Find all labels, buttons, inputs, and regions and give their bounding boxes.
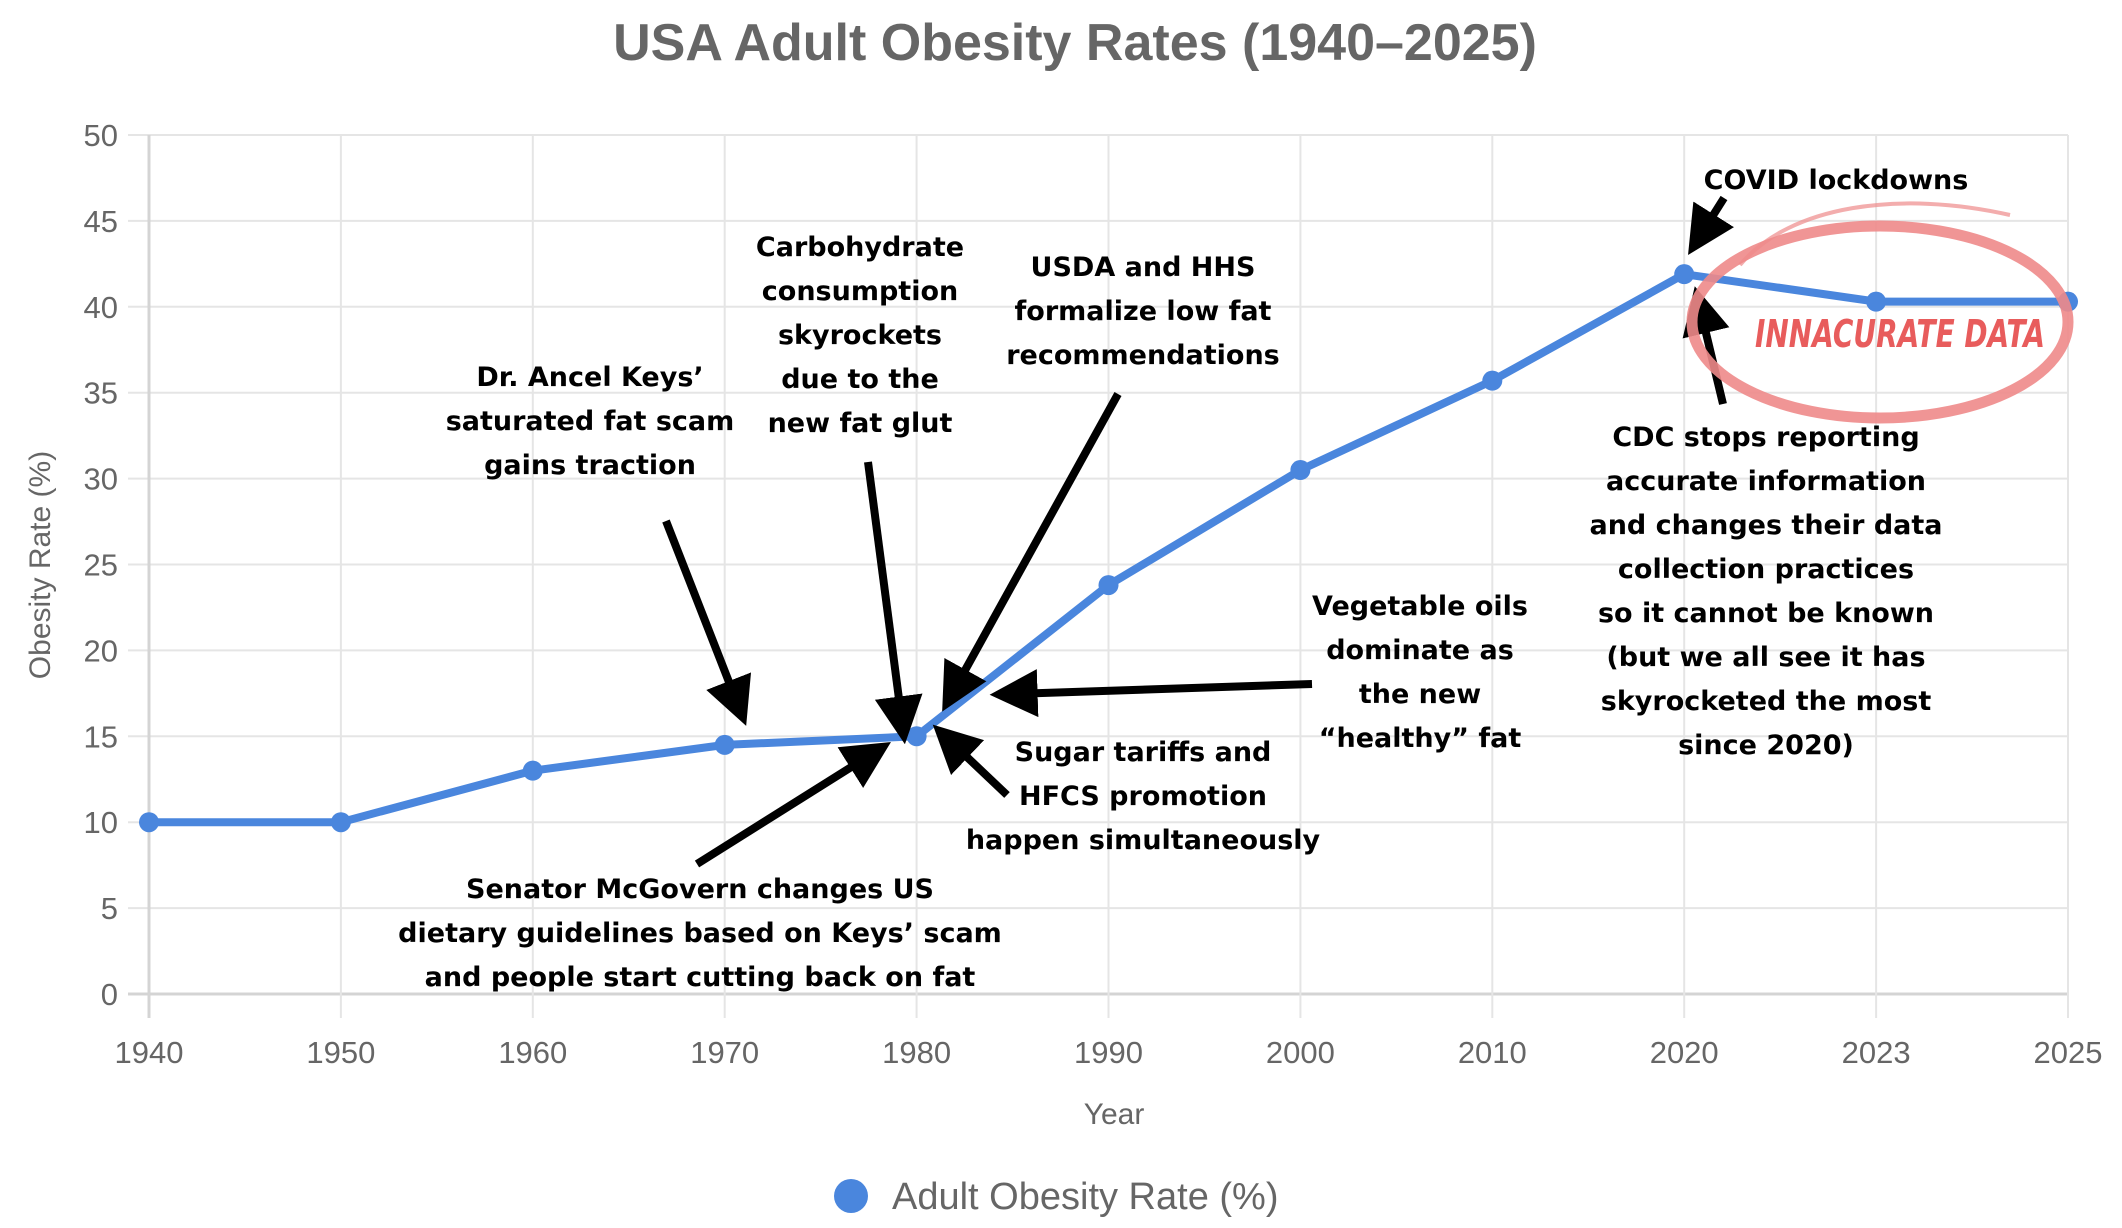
annotation-line: the new (1359, 679, 1481, 710)
x-tick-label: 1960 (498, 1035, 567, 1070)
annotation-line: consumption (762, 276, 958, 307)
annotation-line: recommendations (1006, 340, 1280, 371)
annotation-line: COVID lockdowns (1704, 165, 1969, 196)
annotation-line: “healthy” fat (1319, 723, 1522, 754)
annotation-line: HFCS promotion (1019, 781, 1267, 812)
x-axis-ticks: 1940 1950 1960 1970 1980 1990 2000 2010 2020 2023… (115, 1035, 2103, 1070)
arrow-sugar (932, 724, 1010, 798)
annotation-carbs: Carbohydrate consumption skyrockets due to … (756, 232, 964, 439)
annotation-sugar: Sugar tariffs and HFCS promotion happen si… (966, 737, 1321, 856)
arrow-vegoils (989, 669, 1313, 718)
annotation-line: dietary guidelines based on Keys’ scam (398, 918, 1002, 949)
annotation-usda: USDA and HHS formalize low fat recommendat… (1006, 252, 1280, 371)
inaccurate-data-label: INNACURATE DATA (1755, 312, 2045, 356)
y-axis-ticks: 0 5 10 15 20 25 30 35 40 45 50 (84, 118, 118, 1012)
y-tick-label: 5 (101, 891, 118, 926)
x-tick-label: 2023 (1842, 1035, 1911, 1070)
y-tick-label: 35 (84, 376, 118, 411)
annotation-line: Carbohydrate (756, 232, 964, 263)
chart-title: USA Adult Obesity Rates (1940–2025) (613, 14, 1537, 72)
annotation-line: since 2020) (1678, 730, 1854, 761)
x-tick-label: 1990 (1074, 1035, 1143, 1070)
y-tick-label: 20 (84, 633, 118, 668)
x-axis-label: Year (1084, 1098, 1145, 1131)
arrow-cdc (1682, 286, 1730, 405)
data-point-1960[interactable] (522, 760, 543, 781)
annotation-arrows (662, 195, 1734, 868)
arrow-usda (942, 392, 1122, 712)
highlight-ellipse (1686, 220, 2074, 424)
data-point-1990[interactable] (1098, 575, 1119, 596)
annotation-line: skyrockets (778, 320, 942, 351)
annotation-line: Senator McGovern changes US (466, 874, 934, 905)
data-point-2023[interactable] (1866, 291, 1887, 312)
annotation-line: new fat glut (768, 408, 953, 439)
y-tick-label: 50 (84, 118, 118, 153)
x-tick-label: 1950 (306, 1035, 375, 1070)
annotation-line: Dr. Ancel Keys’ (476, 362, 703, 393)
data-point-1950[interactable] (330, 812, 351, 833)
y-axis-label: Obesity Rate (%) (24, 451, 57, 679)
annotation-line: due to the (781, 364, 939, 395)
annotation-line: accurate information (1606, 466, 1926, 497)
arrow-covid (1688, 195, 1734, 255)
annotation-mcgovern: Senator McGovern changes US dietary guide… (398, 874, 1002, 993)
annotation-line: Vegetable oils (1312, 591, 1528, 622)
x-tick-label: 2025 (2034, 1035, 2103, 1070)
annotation-line: Sugar tariffs and (1015, 737, 1272, 768)
y-tick-label: 15 (84, 719, 118, 754)
annotation-covid: COVID lockdowns (1704, 165, 1969, 196)
y-tick-label: 45 (84, 204, 118, 239)
x-tick-label: 2000 (1266, 1035, 1335, 1070)
annotation-line: CDC stops reporting (1612, 422, 1919, 453)
legend-marker[interactable] (834, 1179, 868, 1213)
data-point-1980[interactable] (906, 726, 927, 747)
annotation-line: so it cannot be known (1598, 598, 1934, 629)
highlight-ellipse-stroke-tail (1738, 201, 2011, 267)
x-tick-label: 1970 (690, 1035, 759, 1070)
y-tick-label: 30 (84, 462, 118, 497)
annotation-vegoils: Vegetable oils dominate as the new “healthy… (1312, 591, 1528, 754)
annotation-line: dominate as (1326, 635, 1514, 666)
y-tick-label: 40 (84, 290, 118, 325)
annotation-line: and changes their data (1589, 510, 1942, 541)
legend[interactable]: Adult Obesity Rate (%) (834, 1176, 1278, 1218)
annotation-line: saturated fat scam (446, 406, 735, 437)
data-point-2010[interactable] (1482, 370, 1503, 391)
annotation-line: happen simultaneously (966, 825, 1321, 856)
gridlines (128, 134, 2069, 1018)
inaccurate-data-highlight: INNACURATE DATA (1686, 201, 2074, 424)
y-tick-label: 10 (84, 805, 118, 840)
data-point-2000[interactable] (1290, 460, 1311, 481)
annotation-line: (but we all see it has (1606, 642, 1925, 673)
annotation-keys: Dr. Ancel Keys’ saturated fat scam gains t… (446, 362, 735, 481)
y-tick-label: 25 (84, 548, 118, 583)
annotation-line: gains traction (484, 450, 696, 481)
data-point-1940[interactable] (139, 812, 159, 833)
annotation-line: and people start cutting back on fat (425, 962, 976, 993)
arrow-mcgovern (694, 742, 891, 868)
x-tick-label: 1940 (115, 1035, 184, 1070)
annotation-line: collection practices (1618, 554, 1914, 585)
data-point-2020[interactable] (1674, 264, 1695, 285)
legend-label[interactable]: Adult Obesity Rate (%) (892, 1176, 1278, 1218)
annotation-cdc: CDC stops reporting accurate information a… (1589, 422, 1942, 761)
annotation-line: skyrocketed the most (1601, 686, 1932, 717)
x-tick-label: 2010 (1458, 1035, 1527, 1070)
arrow-carbs (864, 461, 923, 745)
annotation-line: USDA and HHS (1031, 252, 1256, 283)
arrow-keys (662, 519, 752, 726)
x-tick-label: 1980 (882, 1035, 951, 1070)
x-tick-label: 2020 (1650, 1035, 1719, 1070)
annotation-line: formalize low fat (1015, 296, 1272, 327)
y-tick-label: 0 (101, 977, 118, 1012)
data-point-1970[interactable] (714, 734, 735, 755)
